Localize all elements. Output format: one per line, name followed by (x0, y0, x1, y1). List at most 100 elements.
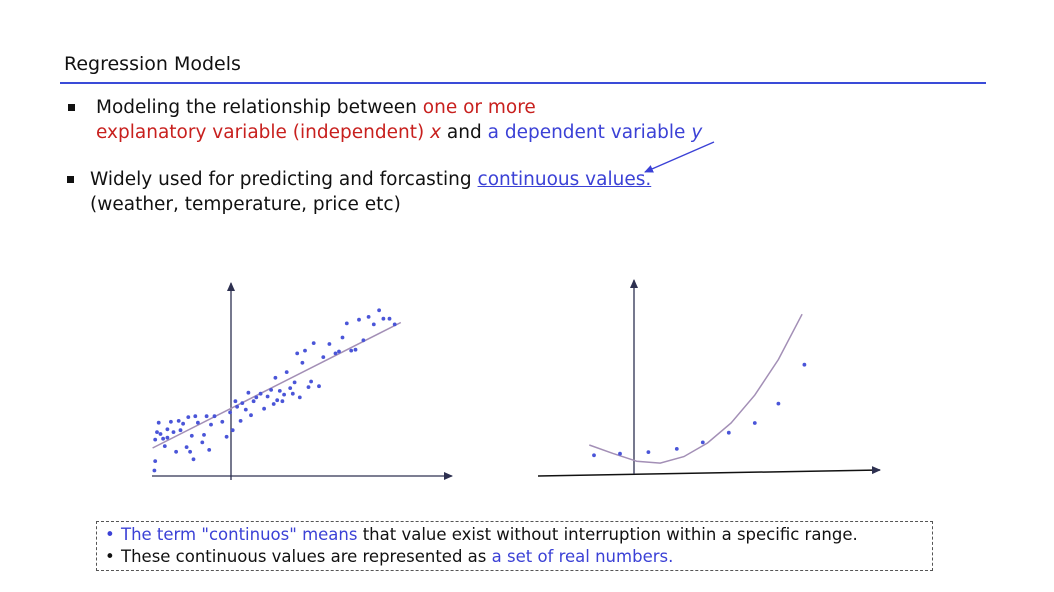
data-point (361, 338, 366, 343)
square-bullet-icon (68, 104, 75, 111)
data-point (592, 453, 596, 458)
data-point (392, 322, 397, 327)
data-point (309, 379, 313, 384)
data-point (155, 430, 159, 434)
data-point (220, 419, 225, 424)
data-point (297, 395, 302, 400)
data-point (161, 436, 166, 441)
highlight-explanatory-variable: explanatory variable (independent) (96, 122, 431, 143)
note-box: • The term "continuos" means that value e… (96, 521, 933, 571)
data-point (282, 392, 286, 397)
data-point (340, 335, 345, 340)
data-point (212, 414, 217, 419)
data-point (233, 399, 238, 404)
data-point (174, 449, 179, 454)
data-point (258, 391, 263, 396)
note-bullet: • (105, 525, 115, 544)
data-point (674, 447, 679, 451)
data-point (224, 434, 229, 439)
data-point (277, 389, 282, 393)
data-point (327, 342, 332, 346)
data-point (262, 406, 266, 411)
bullet-line: Widely used for predicting and forcastin… (90, 167, 651, 192)
data-point (292, 380, 297, 385)
note-item: • The term "continuos" means that value e… (105, 524, 858, 546)
data-point (726, 430, 731, 435)
data-point (181, 421, 186, 426)
data-point (273, 375, 278, 380)
data-point (288, 386, 293, 390)
data-point (295, 351, 300, 356)
data-point (311, 341, 316, 345)
note-text: that value exist without interruption wi… (357, 525, 858, 544)
data-point (752, 421, 757, 425)
data-point (377, 308, 381, 313)
data-point (246, 390, 251, 395)
data-point (303, 348, 307, 353)
data-point (188, 449, 193, 454)
highlight-dependent-variable: a dependent variable (487, 122, 692, 143)
data-point (337, 349, 341, 354)
data-point (290, 391, 295, 396)
note-item: • These continuous values are represented… (105, 546, 673, 568)
data-point (171, 430, 176, 434)
bullet-regression-definition: Modeling the relationship between one or… (68, 95, 702, 145)
data-point (284, 370, 289, 374)
data-point (381, 316, 386, 321)
data-point (165, 427, 170, 432)
data-point (152, 468, 157, 473)
data-point (353, 347, 358, 352)
data-point (271, 402, 276, 406)
bullet-text: Modeling the relationship between (96, 97, 423, 118)
data-point (265, 394, 270, 399)
data-point (387, 316, 392, 321)
scatter-points (152, 308, 397, 473)
bullet-text: Widely used for predicting and forcastin… (90, 169, 478, 190)
note-bullet: • (105, 547, 115, 566)
data-point (191, 457, 196, 462)
data-point (207, 448, 212, 452)
data-point (186, 415, 191, 419)
variable-x: x (430, 122, 442, 143)
data-point (169, 419, 173, 424)
data-point (202, 433, 206, 437)
bullet-line: explanatory variable (independent) x and… (96, 120, 702, 145)
data-point (189, 433, 194, 438)
data-point (802, 362, 807, 367)
data-point (249, 413, 253, 418)
scatter-points (592, 362, 807, 458)
data-point (153, 437, 158, 442)
data-point (357, 317, 361, 322)
data-point (240, 401, 245, 405)
data-point (193, 414, 198, 419)
data-point (333, 351, 338, 356)
data-point (269, 388, 273, 392)
regression-line (152, 321, 402, 449)
bullet-text: and (441, 122, 488, 143)
annotation-arrow (644, 141, 715, 173)
x-axis (537, 466, 881, 477)
data-point (300, 360, 305, 365)
data-point (184, 445, 189, 449)
data-point (228, 410, 233, 415)
curve-scatter-chart (537, 279, 881, 477)
data-point (196, 420, 200, 425)
slide-title: Regression Models (64, 53, 241, 75)
data-point (700, 440, 705, 445)
data-point (371, 322, 376, 327)
data-point (243, 407, 248, 412)
data-point (349, 348, 354, 353)
linear-scatter-chart (152, 282, 453, 480)
data-point (204, 414, 209, 419)
continuous-values-link[interactable]: continuous values. (477, 169, 652, 190)
note-highlight: a set of real numbers. (491, 547, 674, 566)
data-point (230, 428, 235, 433)
note-text: These continuous values are represented … (121, 547, 492, 566)
data-point (254, 395, 259, 400)
data-point (162, 444, 167, 448)
data-point (176, 419, 181, 423)
variable-y: y (691, 122, 703, 143)
bullet-line: Modeling the relationship between one or… (96, 95, 702, 120)
data-point (209, 422, 213, 427)
